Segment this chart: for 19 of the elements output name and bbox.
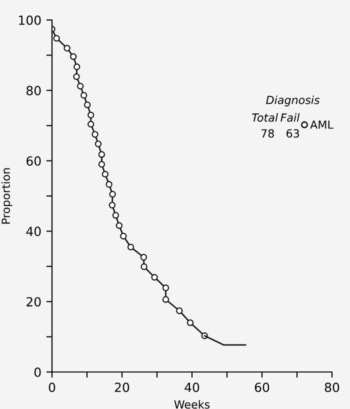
y-tick-label: 20 [26,297,41,307]
x-tick-label: 60 [254,382,270,392]
annotation: Total [252,113,278,122]
annotation: 78 [261,129,274,138]
legend-label: AML [310,120,334,129]
x-tick-label: 80 [324,382,340,392]
y-tick-label: 40 [26,226,41,236]
y-tick-label: 0 [34,367,41,377]
annotation: 63 [286,129,299,138]
annotation: Fail [280,113,300,122]
y-tick-label: 60 [26,156,41,166]
x-tick-label: 20 [114,382,130,392]
y-tick-label: 100 [19,15,41,25]
y-axis-title: Proportion [1,168,12,224]
y-tick-label: 80 [26,86,41,96]
x-tick-label: 40 [184,382,200,392]
x-axis-title: Weeks [174,400,210,409]
annotation: Diagnosis [266,96,320,106]
x-tick-label: 0 [48,382,56,392]
